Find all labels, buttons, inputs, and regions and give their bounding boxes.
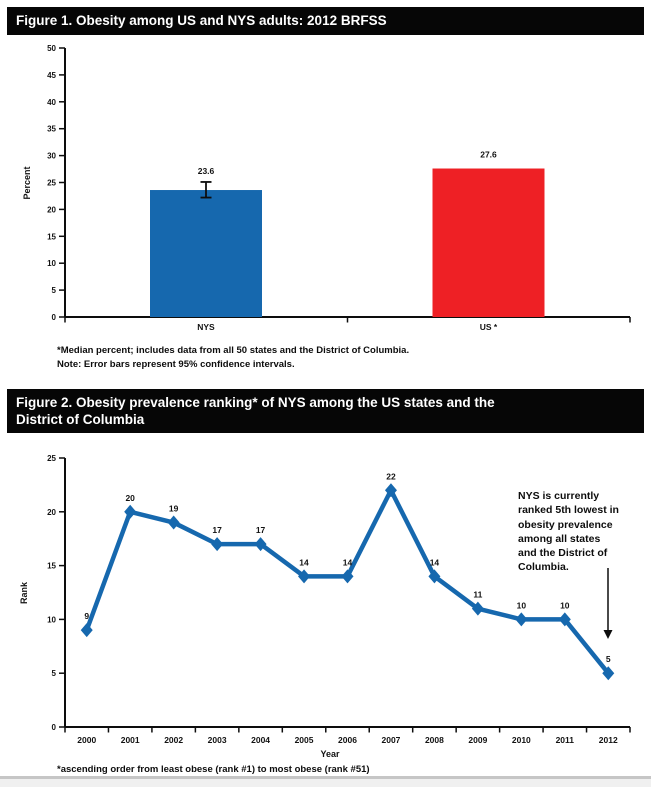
svg-text:27.6: 27.6 bbox=[480, 150, 497, 160]
svg-text:14: 14 bbox=[430, 557, 440, 567]
svg-text:10: 10 bbox=[517, 600, 527, 610]
svg-text:15: 15 bbox=[47, 562, 56, 571]
svg-text:30: 30 bbox=[47, 152, 56, 161]
svg-text:Percent: Percent bbox=[22, 166, 32, 199]
figure1-title: Figure 1. Obesity among US and NYS adult… bbox=[16, 13, 387, 28]
svg-text:40: 40 bbox=[47, 98, 56, 107]
figure1-bar-chart: 0 5 10 15 20 25 30 35 40 45 50 23.6 NYS 27.6 US * Perce… bbox=[0, 40, 651, 340]
svg-text:NYS: NYS bbox=[197, 322, 215, 332]
svg-text:10: 10 bbox=[47, 615, 56, 624]
figure1-footnote-median: *Median percent; includes data from all … bbox=[57, 345, 410, 356]
svg-text:2000: 2000 bbox=[77, 735, 96, 745]
figure1-header: Figure 1. Obesity among US and NYS adult… bbox=[7, 7, 644, 35]
svg-text:2011: 2011 bbox=[556, 735, 575, 745]
svg-text:Year: Year bbox=[320, 749, 340, 759]
svg-text:2003: 2003 bbox=[208, 735, 227, 745]
svg-text:50: 50 bbox=[47, 44, 56, 53]
svg-text:17: 17 bbox=[256, 525, 266, 535]
svg-text:0: 0 bbox=[52, 313, 57, 322]
svg-text:2009: 2009 bbox=[468, 735, 487, 745]
svg-text:25: 25 bbox=[47, 179, 56, 188]
svg-text:2004: 2004 bbox=[251, 735, 270, 745]
svg-text:17: 17 bbox=[212, 525, 222, 535]
svg-text:20: 20 bbox=[125, 493, 135, 503]
svg-text:5: 5 bbox=[52, 669, 57, 678]
svg-text:14: 14 bbox=[299, 557, 309, 567]
svg-text:Rank: Rank bbox=[19, 581, 29, 604]
figure2-footnote: *ascending order from least obese (rank … bbox=[57, 764, 370, 775]
figure1-footnote-errorbars: Note: Error bars represent 95% confidenc… bbox=[57, 358, 295, 370]
svg-text:2008: 2008 bbox=[425, 735, 444, 745]
svg-text:5: 5 bbox=[606, 654, 611, 664]
svg-text:5: 5 bbox=[52, 286, 57, 295]
figure2-title-line2: District of Columbia bbox=[16, 411, 145, 427]
svg-text:2005: 2005 bbox=[295, 735, 314, 745]
svg-text:14: 14 bbox=[343, 557, 353, 567]
svg-text:2012: 2012 bbox=[599, 735, 618, 745]
svg-text:10: 10 bbox=[560, 600, 570, 610]
figure2-header: Figure 2. Obesity prevalence ranking* of… bbox=[7, 389, 644, 433]
svg-text:2007: 2007 bbox=[382, 735, 401, 745]
figure2-line-chart: 0 5 10 15 20 25 9 2000 20 2001 19 2002 17 2003 17 2004 1… bbox=[0, 445, 651, 760]
svg-text:20: 20 bbox=[47, 508, 56, 517]
svg-text:10: 10 bbox=[47, 259, 56, 268]
figure1-footnotes: *Median percent; includes data from all … bbox=[57, 344, 409, 371]
svg-text:US *: US * bbox=[480, 322, 498, 332]
svg-text:19: 19 bbox=[169, 504, 179, 514]
svg-text:35: 35 bbox=[47, 125, 56, 134]
svg-text:45: 45 bbox=[47, 71, 56, 80]
svg-text:0: 0 bbox=[52, 723, 57, 732]
figure2-title-line1: Figure 2. Obesity prevalence ranking* of… bbox=[16, 395, 495, 410]
svg-text:15: 15 bbox=[47, 232, 56, 241]
svg-text:2010: 2010 bbox=[512, 735, 531, 745]
page-bottom-edge bbox=[0, 776, 651, 787]
svg-text:11: 11 bbox=[473, 590, 482, 600]
svg-text:22: 22 bbox=[386, 471, 396, 481]
svg-text:9: 9 bbox=[84, 611, 89, 621]
svg-text:2006: 2006 bbox=[338, 735, 357, 745]
nys-rank-annotation: NYS is currently ranked 5th lowest in obes… bbox=[518, 490, 619, 574]
svg-text:2002: 2002 bbox=[164, 735, 183, 745]
svg-text:25: 25 bbox=[47, 454, 56, 463]
svg-text:20: 20 bbox=[47, 205, 56, 214]
svg-text:23.6: 23.6 bbox=[198, 166, 215, 176]
svg-text:2001: 2001 bbox=[121, 735, 140, 745]
